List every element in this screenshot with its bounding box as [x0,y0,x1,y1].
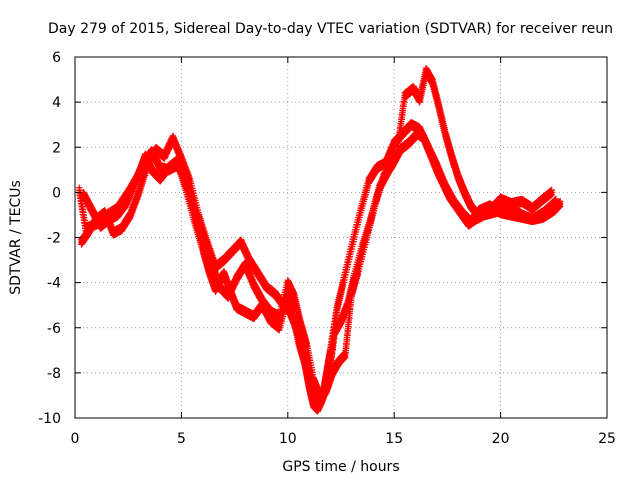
chart-title: Day 279 of 2015, Sidereal Day-to-day VTE… [48,21,613,37]
data-series [76,64,564,415]
grid-lines [75,57,607,418]
series-track-b [78,64,555,406]
